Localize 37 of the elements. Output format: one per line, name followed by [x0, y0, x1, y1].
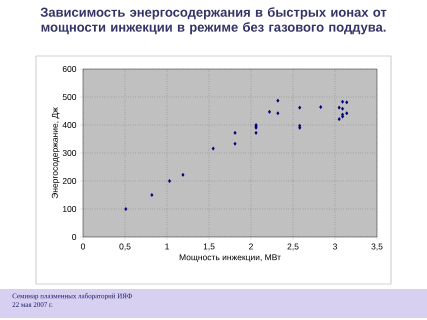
point	[254, 130, 258, 135]
point	[212, 146, 215, 151]
point	[341, 100, 344, 104]
point	[338, 106, 341, 110]
point	[298, 106, 302, 110]
point	[345, 111, 348, 116]
point	[319, 105, 322, 110]
y-tick-label: 600	[62, 66, 76, 72]
x-tick-label: 1,5	[204, 244, 215, 250]
y-tick-label: 300	[62, 150, 76, 156]
y-tick-label: 100	[63, 206, 76, 212]
point	[124, 207, 128, 211]
point	[233, 130, 237, 135]
point	[233, 142, 237, 146]
y-axis-title: Энергосодержание, Дж	[52, 107, 60, 198]
x-tick-label: 1	[165, 244, 169, 250]
chart-title: Зависимость энергосодержания в быстрых ионах от мощности инжекции в режиме без газового поддува.	[40, 7, 386, 34]
x-tick-label: 3	[332, 244, 337, 250]
point	[276, 111, 280, 116]
x-axis-title: Мощность инжекции, МВт	[180, 254, 281, 262]
point	[268, 110, 272, 114]
point	[276, 98, 280, 103]
x-tick-label: 0	[80, 244, 86, 250]
point	[341, 106, 344, 111]
y-tick-label: 200	[62, 178, 76, 184]
point	[181, 172, 185, 177]
point	[150, 193, 154, 197]
x-tick-label: 0,5	[119, 244, 131, 250]
y-tick-label: 500	[62, 94, 76, 100]
point	[338, 117, 341, 122]
x-tick-label: 2,5	[288, 244, 299, 250]
y-tick-label: 0	[72, 234, 76, 240]
point	[345, 100, 348, 104]
x-tick-label: 2	[249, 244, 253, 250]
point	[168, 179, 172, 183]
y-tick-label: 400	[62, 122, 76, 128]
x-tick-label: 3,5	[371, 244, 383, 250]
